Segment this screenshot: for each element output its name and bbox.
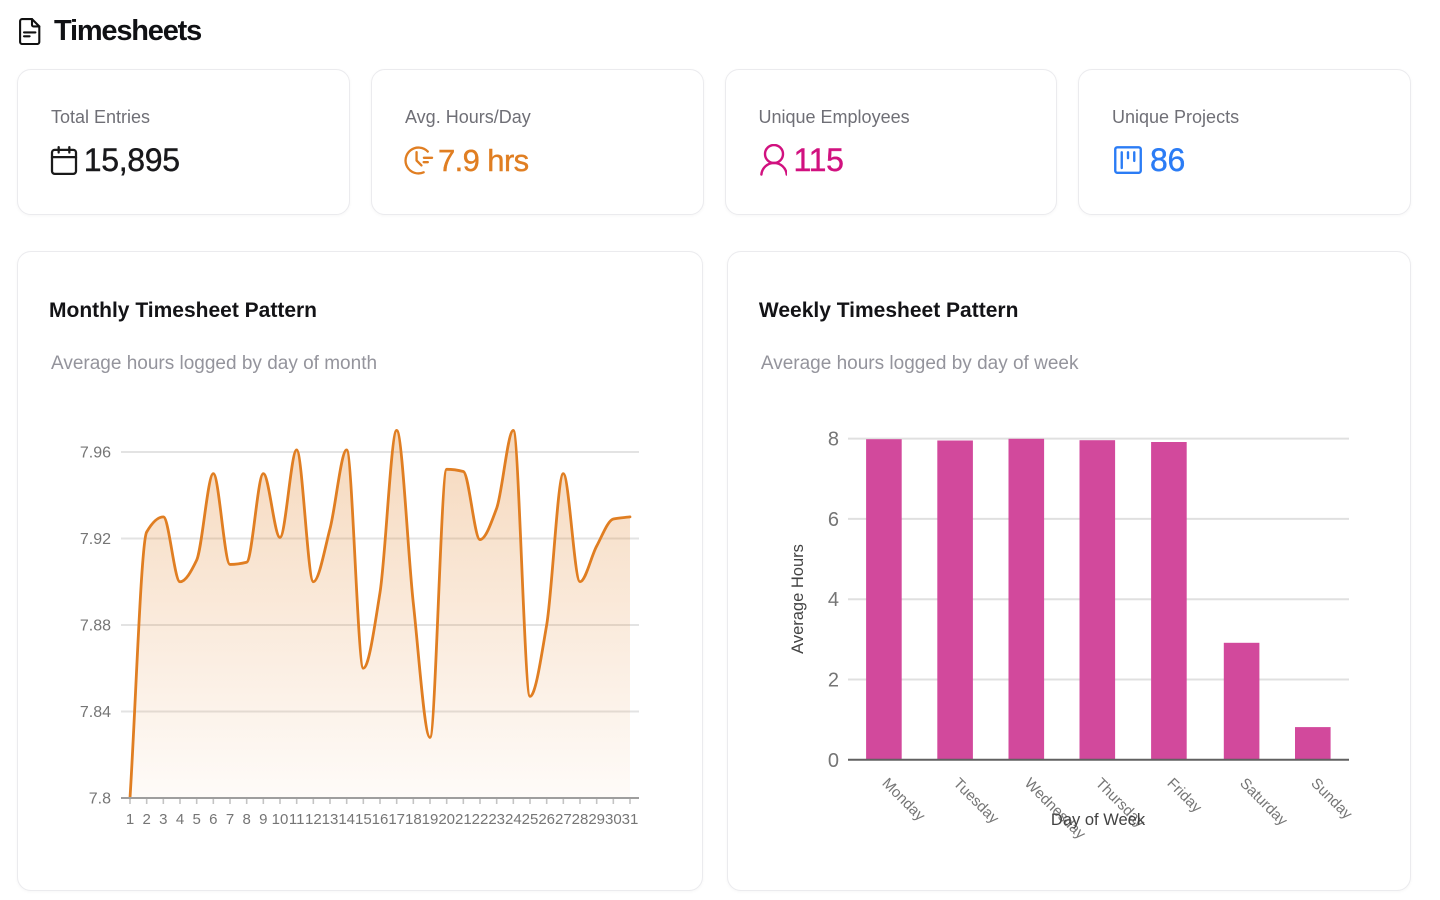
svg-text:0: 0: [828, 750, 839, 772]
svg-text:11: 11: [289, 811, 305, 828]
svg-text:7.88: 7.88: [80, 618, 111, 635]
svg-text:8: 8: [242, 811, 250, 828]
svg-text:13: 13: [322, 811, 339, 828]
svg-text:Saturday: Saturday: [1236, 775, 1291, 830]
svg-text:6: 6: [209, 811, 217, 828]
svg-text:Average Hours: Average Hours: [789, 544, 807, 654]
svg-text:Day of Week: Day of Week: [1051, 811, 1146, 829]
svg-text:20: 20: [438, 811, 455, 828]
svg-text:21: 21: [455, 811, 472, 828]
svg-text:18: 18: [405, 811, 422, 828]
svg-text:29: 29: [588, 811, 605, 828]
svg-text:Tuesday: Tuesday: [950, 775, 1003, 828]
svg-text:7.96: 7.96: [80, 445, 111, 462]
svg-text:7.92: 7.92: [80, 531, 111, 548]
svg-text:22: 22: [472, 811, 489, 828]
svg-text:12: 12: [305, 811, 322, 828]
svg-text:6: 6: [828, 509, 839, 531]
svg-text:7.84: 7.84: [80, 704, 111, 721]
svg-text:4: 4: [828, 589, 839, 611]
svg-text:16: 16: [372, 811, 389, 828]
svg-text:7.8: 7.8: [89, 791, 111, 808]
svg-text:25: 25: [522, 811, 539, 828]
svg-text:14: 14: [338, 811, 355, 828]
svg-text:2: 2: [142, 811, 150, 828]
svg-text:10: 10: [272, 811, 289, 828]
svg-text:19: 19: [422, 811, 439, 828]
svg-text:8: 8: [828, 429, 839, 451]
svg-text:27: 27: [555, 811, 572, 828]
svg-text:Monday: Monday: [878, 775, 928, 825]
svg-text:23: 23: [488, 811, 505, 828]
svg-text:31: 31: [622, 811, 639, 828]
svg-text:17: 17: [388, 811, 405, 828]
svg-text:5: 5: [192, 811, 200, 828]
svg-text:Friday: Friday: [1163, 775, 1205, 817]
svg-text:1: 1: [126, 811, 134, 828]
svg-text:3: 3: [159, 811, 167, 828]
svg-text:26: 26: [538, 811, 555, 828]
svg-text:Sunday: Sunday: [1307, 775, 1355, 823]
svg-text:7: 7: [226, 811, 234, 828]
svg-text:Wednesday: Wednesday: [1021, 775, 1089, 843]
svg-text:2: 2: [828, 670, 839, 692]
svg-text:9: 9: [259, 811, 267, 828]
svg-text:15: 15: [355, 811, 372, 828]
svg-text:4: 4: [176, 811, 184, 828]
svg-text:28: 28: [572, 811, 589, 828]
svg-text:30: 30: [605, 811, 622, 828]
svg-text:24: 24: [505, 811, 522, 828]
